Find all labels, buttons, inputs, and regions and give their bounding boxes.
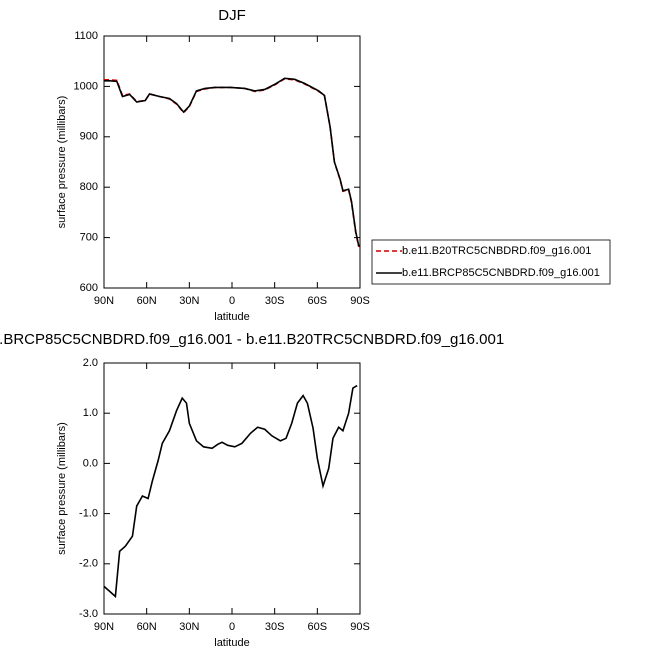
x-tick-label: 30S <box>265 295 285 307</box>
chart-title: DJF <box>218 7 246 24</box>
legend-label: b.e11.BRCP85C5CNBDRD.f09_g16.001 <box>402 267 600 279</box>
y-tick-label: 2.0 <box>83 357 98 369</box>
y-tick-label: 900 <box>80 131 98 143</box>
x-tick-label: 60S <box>308 621 328 633</box>
x-tick-label: 30S <box>265 621 285 633</box>
y-tick-label: 0.0 <box>83 457 98 469</box>
x-tick-label: 90S <box>350 295 370 307</box>
y-tick-label: 600 <box>80 282 98 294</box>
y-axis-label: surface pressure (millibars) <box>56 96 68 229</box>
y-tick-label: 700 <box>80 232 98 244</box>
x-tick-label: 60N <box>137 621 157 633</box>
data-line <box>103 384 358 599</box>
y-tick-label: -1.0 <box>79 508 98 520</box>
x-axis-label: latitude <box>214 637 249 649</box>
x-tick-label: 0 <box>229 621 235 633</box>
y-tick-label: 1100 <box>74 30 98 42</box>
x-tick-label: 90S <box>350 621 370 633</box>
data-line <box>104 77 361 247</box>
x-tick-label: 0 <box>229 295 235 307</box>
x-axis-label: latitude <box>214 311 249 323</box>
y-tick-label: 800 <box>80 181 98 193</box>
x-tick-label: 60S <box>308 295 328 307</box>
plot-frame <box>103 35 361 289</box>
plot-frame <box>103 362 361 615</box>
legend-box <box>371 239 611 285</box>
chart-title: l.BRCP85C5CNBDRD.f09_g16.001 - b.e11.B20… <box>0 331 504 348</box>
y-tick-label: 1000 <box>74 80 98 92</box>
legend-label: b.e11.B20TRC5CNBDRD.f09_g16.001 <box>402 245 591 257</box>
x-tick-label: 60N <box>137 295 157 307</box>
y-tick-label: 1.0 <box>83 407 98 419</box>
x-tick-label: 90N <box>94 621 114 633</box>
x-tick-label: 30N <box>179 621 199 633</box>
y-tick-label: -2.0 <box>79 558 98 570</box>
y-axis-label: surface pressure (millibars) <box>56 422 68 555</box>
y-tick-label: -3.0 <box>79 608 98 620</box>
x-tick-label: 30N <box>179 295 199 307</box>
data-line <box>104 78 361 248</box>
x-tick-label: 90N <box>94 295 114 307</box>
